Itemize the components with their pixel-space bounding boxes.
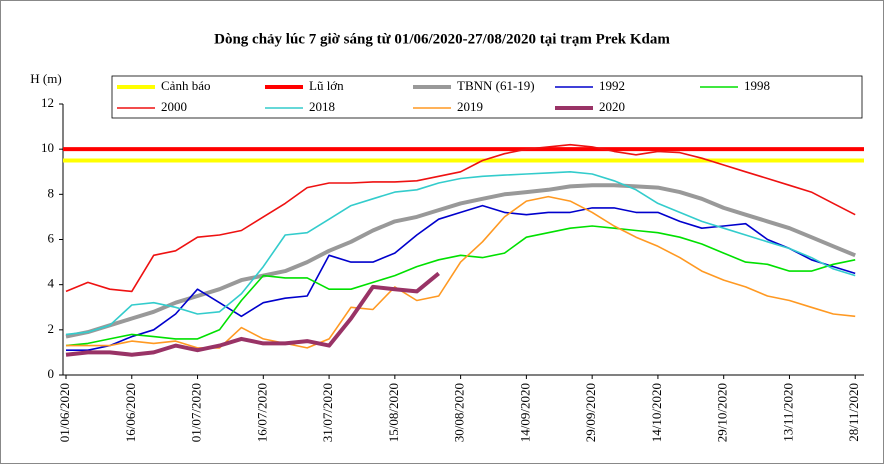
- legend-label: 2019: [457, 99, 483, 114]
- y-tick-label: 4: [48, 276, 55, 291]
- x-tick-label: 14/09/2020: [517, 383, 532, 442]
- legend-label: TBNN (61-19): [457, 78, 535, 93]
- y-tick-label: 8: [48, 185, 55, 200]
- y-tick-label: 10: [41, 140, 54, 155]
- chart-title: Dòng chảy lúc 7 giờ sáng từ 01/06/2020-2…: [214, 31, 670, 47]
- series-line: [66, 195, 856, 349]
- legend-label: Cảnh báo: [161, 78, 210, 93]
- x-tick-label: 13/11/2020: [780, 383, 795, 442]
- x-tick-label: 31/07/2020: [320, 383, 335, 442]
- y-tick-label: 0: [48, 366, 55, 381]
- x-tick-label: 30/08/2020: [452, 383, 467, 442]
- x-tick-label: 29/10/2020: [715, 383, 730, 442]
- series-line: [65, 271, 440, 357]
- series-line: [65, 143, 856, 293]
- x-tick-label: 15/08/2020: [386, 383, 401, 442]
- x-tick-label: 16/06/2020: [123, 383, 138, 442]
- x-tick-label: 16/07/2020: [254, 383, 269, 442]
- legend-label: 2018: [309, 99, 335, 114]
- y-tick-label: 2: [48, 321, 55, 336]
- legend-label: 2020: [599, 99, 625, 114]
- y-axis-label: H (m): [30, 71, 61, 86]
- y-tick-label: 12: [41, 95, 54, 110]
- legend-box: [111, 75, 863, 119]
- x-tick-label: 29/09/2020: [583, 383, 598, 442]
- x-tick-label: 14/10/2020: [649, 383, 664, 442]
- x-tick-label: 28/11/2020: [846, 383, 861, 442]
- series-line: [66, 204, 856, 351]
- legend-label: Lũ lớn: [309, 78, 344, 93]
- x-tick-label: 01/06/2020: [57, 383, 72, 442]
- series-line: [65, 225, 856, 347]
- legend-label: 2000: [161, 99, 187, 114]
- x-tick-label: 01/07/2020: [189, 383, 204, 442]
- series-line: [65, 183, 856, 339]
- legend-label: 1992: [599, 78, 625, 93]
- y-tick-label: 6: [48, 230, 55, 245]
- series-line: [65, 171, 856, 336]
- legend-label: 1998: [744, 78, 770, 93]
